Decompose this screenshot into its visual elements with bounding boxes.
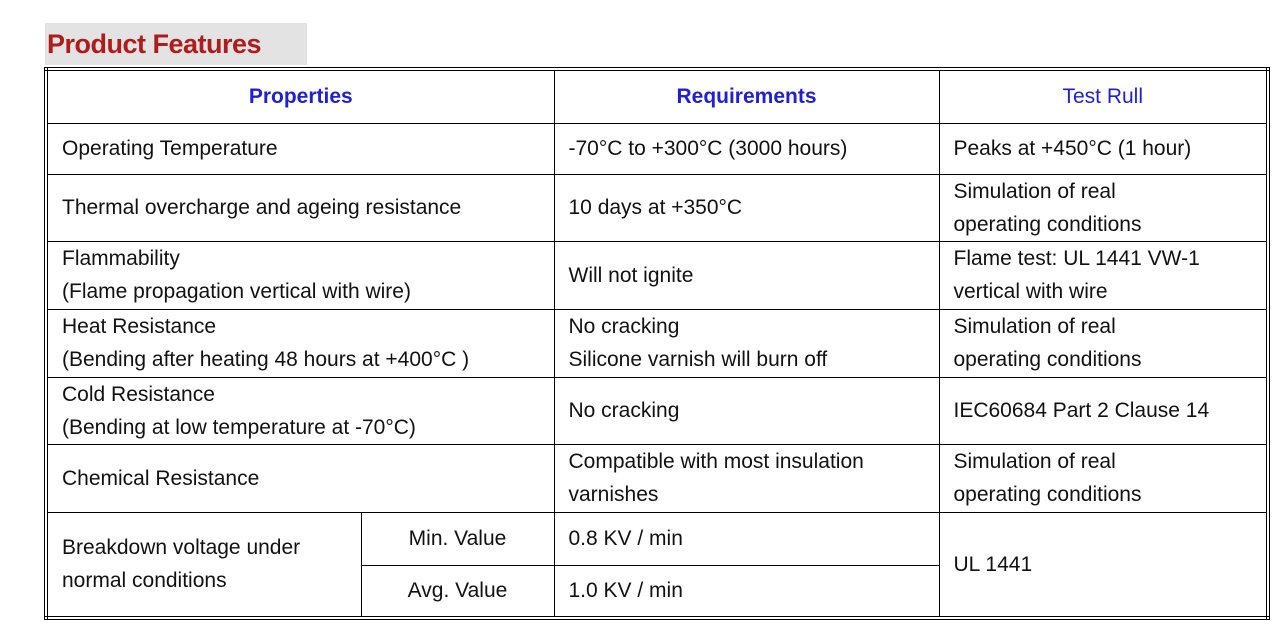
cell-line: operating conditions [953, 483, 1142, 506]
requirement-cell: 1.0 KV / min [553, 564, 940, 619]
cell-line: Peaks at +450°C (1 hour) [953, 137, 1192, 160]
cell-line: No cracking [568, 315, 680, 338]
test-cell: Simulation of real operating conditions [938, 173, 1269, 242]
cell-line: Simulation of real [953, 315, 1116, 338]
property-cell: Flammability (Flame propagation vertical … [45, 240, 555, 310]
test-cell: Flame test: UL 1441 VW-1 vertical with wi… [938, 240, 1269, 310]
test-cell: Simulation of real operating conditions [938, 443, 1269, 513]
requirement-cell: -70°C to +300°C (3000 hours) [553, 122, 940, 175]
column-header: Properties [45, 68, 555, 124]
cell-line: Simulation of real [953, 179, 1116, 203]
test-cell: Peaks at +450°C (1 hour) [938, 122, 1269, 175]
cell-line: Breakdown voltage under [62, 536, 301, 560]
cell-line: Silicone varnish will burn off [568, 348, 828, 371]
cell-line: (Bending after heating 48 hours at +400°… [62, 348, 470, 371]
property-cell: Thermal overcharge and ageing resistance [45, 173, 555, 242]
table-row: Chemical Resistance Compatible with most … [45, 443, 1269, 513]
cell-line: (Bending at low temperature at -70°C) [62, 415, 416, 439]
requirement-cell: No cracking [553, 376, 940, 445]
features-table: Properties Requirements Test Rull Operat… [44, 67, 1270, 620]
cell-line: Operating Temperature [62, 137, 278, 160]
requirement-cell: No cracking Silicone varnish will burn of… [553, 308, 940, 378]
cell-line: Heat Resistance [62, 315, 217, 338]
cell-line: No cracking [568, 399, 680, 422]
table-row: Cold Resistance (Bending at low temperatu… [45, 376, 1269, 445]
column-header: Requirements [553, 68, 940, 124]
cell-line: Cold Resistance [62, 382, 215, 406]
cell-line: UL 1441 [953, 552, 1033, 576]
table-row: Operating Temperature -70°C to +300°C (30… [45, 122, 1269, 175]
cell-line: -70°C to +300°C (3000 hours) [568, 137, 848, 160]
column-header: Test Rull [938, 68, 1269, 124]
cell-line: Compatible with most insulation [568, 450, 864, 473]
test-cell: UL 1441 [938, 511, 1269, 619]
cell-line: (Flame propagation vertical with wire) [62, 280, 411, 303]
requirement-cell: Will not ignite [553, 240, 940, 310]
title: Product Features [47, 29, 262, 59]
cell-line: normal conditions [62, 569, 227, 593]
cell-line: vertical with wire [953, 280, 1108, 303]
table-row: Breakdown voltage under normal conditions… [45, 511, 1269, 619]
property-cell: Heat Resistance (Bending after heating 48… [45, 308, 555, 378]
table-body: Properties Requirements Test Rull Operat… [45, 68, 1269, 619]
table-row: Heat Resistance (Bending after heating 48… [45, 308, 1269, 378]
cell-line: operating conditions [953, 212, 1142, 236]
cell-line: varnishes [568, 483, 659, 506]
requirement-cell: 0.8 KV / min [553, 511, 940, 566]
cell-line: Will not ignite [568, 263, 694, 287]
sub-label-cell: Avg. Value [360, 564, 555, 619]
cell-line: Chemical Resistance [62, 466, 260, 490]
test-cell: Simulation of real operating conditions [938, 308, 1269, 378]
cell-line: 10 days at +350°C [568, 196, 743, 219]
property-cell: Cold Resistance (Bending at low temperatu… [45, 376, 555, 445]
table-row: Thermal overcharge and ageing resistance… [45, 173, 1269, 242]
requirement-cell: 10 days at +350°C [553, 173, 940, 242]
property-cell: Breakdown voltage under normal conditions [45, 511, 362, 619]
cell-line: Thermal overcharge and ageing resistance [62, 196, 462, 219]
table-row: Flammability (Flame propagation vertical … [45, 240, 1269, 310]
test-cell: IEC60684 Part 2 Clause 14 [938, 376, 1269, 445]
sub-label-cell: Min. Value [360, 511, 555, 566]
cell-line: operating conditions [953, 348, 1142, 371]
requirement-cell: Compatible with most insulation varnishes [553, 443, 940, 513]
cell-line: Flame test: UL 1441 VW-1 [953, 247, 1200, 270]
title-box: Product Features [45, 23, 307, 65]
cell-line: Flammability [62, 247, 180, 270]
property-cell: Operating Temperature [45, 122, 555, 175]
header-row: Properties Requirements Test Rull [45, 68, 1269, 124]
table-row: Avg. Value 1.0 KV / min [46, 564, 1268, 619]
cell-line: IEC60684 Part 2 Clause 14 [953, 399, 1210, 422]
cell-line: Simulation of real [953, 450, 1116, 473]
property-cell: Chemical Resistance [45, 443, 555, 513]
